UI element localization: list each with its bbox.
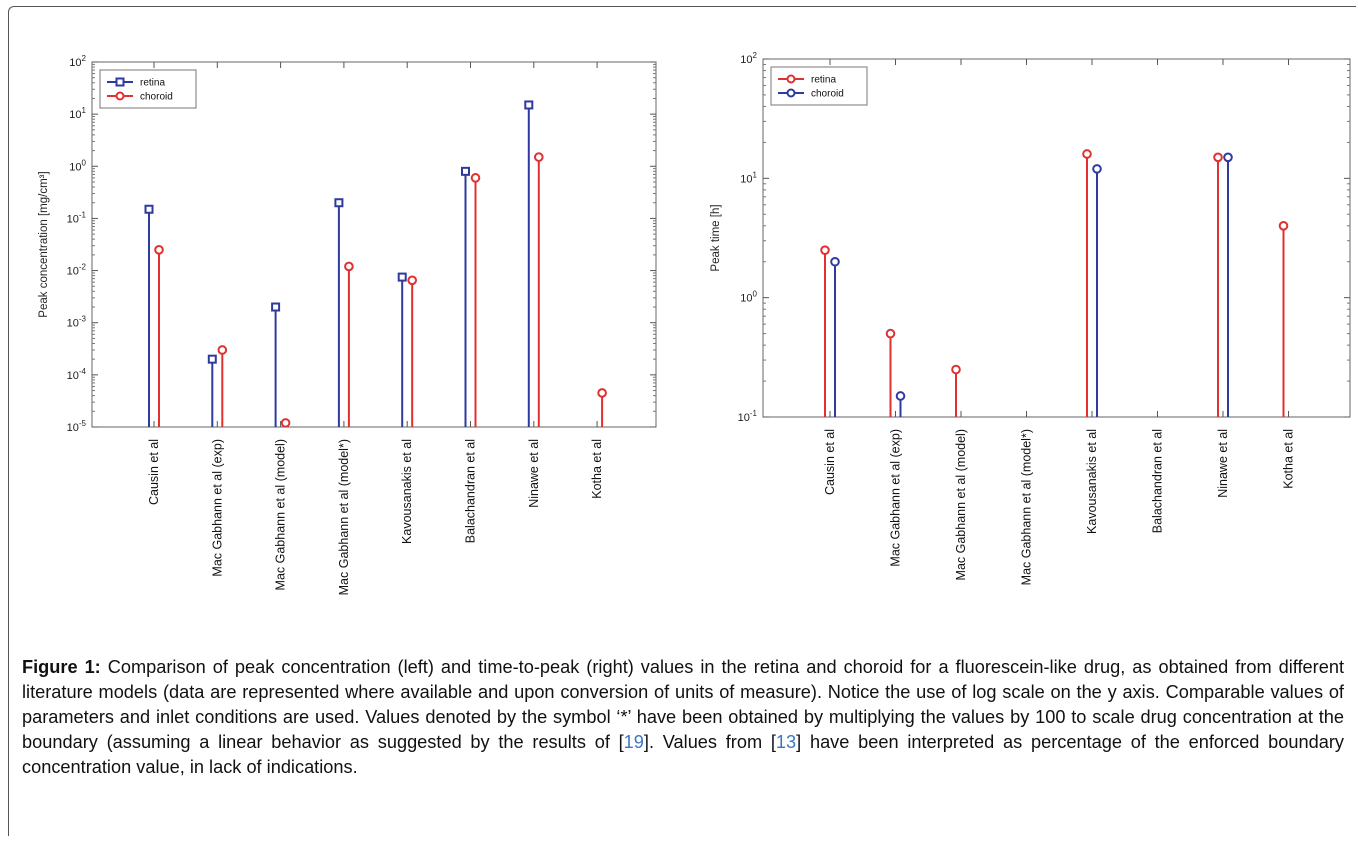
x-category-label: Kotha et al [590, 439, 604, 499]
y-tick-label: 101 [740, 170, 757, 185]
stem-marker [1092, 164, 1102, 174]
x-category-label: Mac Gabhann et al (model) [954, 429, 968, 580]
caption-text-1: Comparison of peak concentration (left) … [22, 657, 1344, 752]
legend-marker [786, 74, 796, 84]
legend: retina choroid [770, 66, 868, 106]
x-category-label: Ninawe et al [527, 439, 541, 508]
stem-marker [144, 204, 154, 214]
y-tick-label: 10-1 [67, 210, 87, 225]
legend-label: retina [140, 78, 165, 89]
stem-marker [1278, 221, 1289, 231]
stem-marker [895, 391, 906, 401]
stem-marker [470, 173, 481, 183]
figure-charts: 10-5 10-4 10-3 10-2 10-1 100 101 102 Peak concen… [38, 51, 1351, 595]
stem-marker [524, 100, 534, 110]
y-tick-label: 10-3 [67, 315, 87, 330]
plot-area [91, 61, 657, 428]
figure-frame [8, 6, 1356, 836]
y-tick-label: 100 [740, 290, 757, 305]
legend-box [770, 66, 868, 106]
y-axis-label: Peak concentration [mg/cm³] [38, 171, 50, 317]
stem-marker [334, 198, 344, 208]
x-category-label: Mac Gabhann et al (model*) [337, 439, 351, 595]
y-tick-label: 10-2 [67, 263, 87, 278]
x-category-label: Mac Gabhann et al (model) [274, 439, 288, 590]
legend-marker [115, 91, 125, 101]
x-category-label: Causin et al [147, 439, 161, 505]
caption-ref-link[interactable]: 13 [775, 732, 797, 752]
chart-1: 10-5 10-4 10-3 10-2 10-1 100 101 102 Peak concen… [38, 54, 657, 595]
y-tick-label: 10-1 [738, 409, 758, 424]
legend: retina choroid [99, 69, 197, 109]
legend-box [99, 69, 197, 109]
chart-2: 10-1 100 101 102 Peak time [h] Causin et al Ma… [710, 51, 1351, 585]
x-category-label: Causin et al [823, 429, 837, 495]
stem-marker [217, 345, 228, 355]
y-tick-label: 101 [69, 106, 86, 121]
figure-caption: Figure 1: Comparison of peak concentrati… [22, 655, 1344, 780]
y-tick-label: 102 [69, 54, 86, 69]
legend-label: choroid [811, 89, 844, 100]
stem-marker [154, 245, 164, 255]
y-tick-label: 10-4 [67, 367, 87, 382]
stem-marker [534, 152, 544, 162]
y-tick-label: 102 [740, 51, 757, 66]
caption-ref-link[interactable]: 19 [623, 732, 644, 752]
x-category-label: Kavousanakis et al [400, 439, 414, 544]
stem-marker [830, 256, 840, 267]
x-category-label: Balachandran et al [464, 439, 478, 543]
stem-marker [280, 418, 291, 428]
y-axis-label: Peak time [h] [710, 204, 722, 271]
x-category-label: Mac Gabhann et al (model*) [1020, 429, 1034, 585]
stem-marker [1082, 149, 1092, 159]
x-category-label: Kotha et al [1282, 429, 1296, 489]
caption-text-2: ]. Values from [ [643, 732, 776, 752]
x-category-label: Ninawe et al [1216, 429, 1230, 498]
stem-marker [344, 261, 354, 272]
caption-label: Figure 1: [22, 657, 101, 677]
caption-text-3: ] have been interpreted as percentage of… [22, 732, 1345, 777]
x-category-label: Mac Gabhann et al (exp) [889, 429, 903, 567]
legend-label: retina [811, 75, 836, 86]
legend-marker [115, 77, 125, 87]
stem-marker [407, 275, 418, 286]
stem-marker [1213, 152, 1223, 163]
stem-marker [951, 364, 961, 375]
stem-marker [271, 302, 281, 312]
legend-marker [786, 88, 796, 98]
plot-area [762, 58, 1351, 418]
stem-marker [820, 245, 830, 255]
x-category-label: Kavousanakis et al [1085, 429, 1099, 534]
stem-marker [1223, 152, 1233, 163]
stem-marker [207, 354, 217, 364]
x-category-label: Mac Gabhann et al (exp) [210, 439, 224, 577]
stem-marker [397, 272, 407, 282]
stem-marker [885, 328, 896, 339]
y-tick-label: 100 [69, 158, 86, 173]
stem-marker [597, 388, 607, 398]
legend-label: choroid [140, 92, 173, 103]
y-tick-label: 10-5 [67, 419, 87, 434]
x-category-label: Balachandran et al [1151, 429, 1165, 533]
stem-marker [461, 166, 470, 176]
